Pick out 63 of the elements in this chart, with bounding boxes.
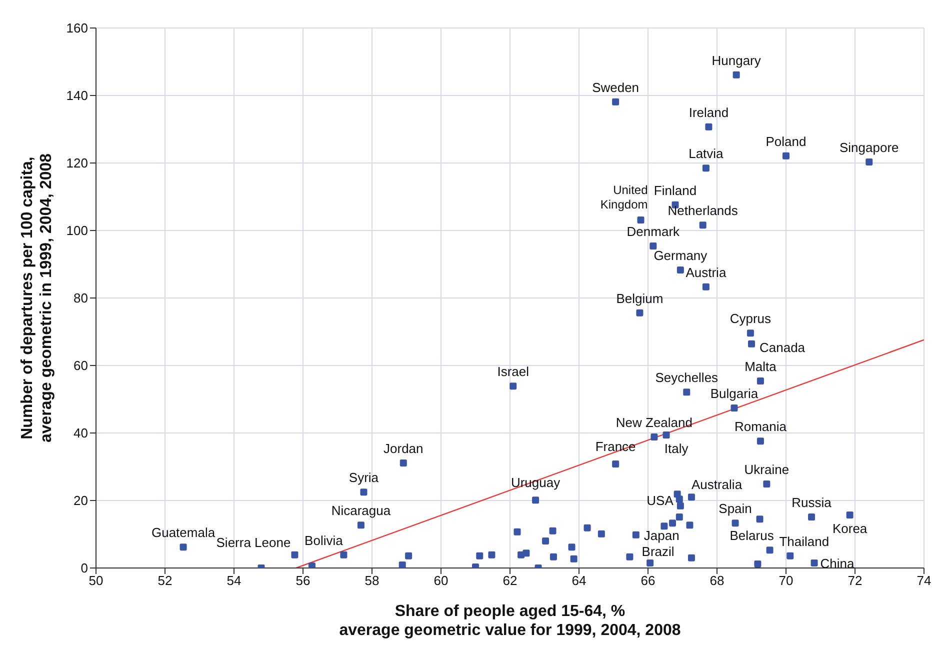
annotation: Italy xyxy=(664,441,689,456)
annotation: Seychelles xyxy=(655,370,719,386)
annotation: Belarus xyxy=(730,528,774,544)
annotation: Austria xyxy=(686,264,727,280)
annotation: Nicaragua xyxy=(331,503,392,518)
annotation: Belgium xyxy=(616,290,664,306)
y-tick-label: 160 xyxy=(66,20,88,36)
x-tick-label: 52 xyxy=(158,573,172,588)
annotation: Singapore xyxy=(840,140,899,155)
x-tick-label: 56 xyxy=(296,573,310,588)
annotation: Cyprus xyxy=(730,311,772,326)
x-tick-label: 74 xyxy=(916,573,932,588)
y-tick-label: 0 xyxy=(80,560,88,576)
annotation: Russia xyxy=(792,495,832,510)
x-tick-label: 72 xyxy=(848,573,862,588)
x-tick-label: 60 xyxy=(434,573,448,588)
y-tick-label: 140 xyxy=(66,88,88,104)
x-axis-title: Share of people aged 15-64, % average geometric value for 1999, 2004, 2008 xyxy=(339,603,681,640)
annotation: Ireland xyxy=(688,104,729,120)
annotation: Bulgaria xyxy=(710,386,759,402)
annotation: Korea xyxy=(832,521,868,536)
annotation: Netherlands xyxy=(668,203,738,218)
annotation: Latvia xyxy=(688,146,724,162)
y-tick-label: 60 xyxy=(74,358,88,374)
annotation: Bolivia xyxy=(304,532,344,548)
annotation: Malta xyxy=(744,359,778,374)
annotation: Japan xyxy=(644,528,680,543)
annotation: Sweden xyxy=(592,80,640,95)
annotation: Romania xyxy=(734,419,788,434)
x-tick-label: 62 xyxy=(502,573,518,588)
y-tick-label: 100 xyxy=(66,223,88,238)
x-tick-label: 54 xyxy=(226,573,242,588)
annotation: Denmark xyxy=(626,224,680,240)
x-tick-label: 66 xyxy=(640,573,656,588)
annotation: Thailand xyxy=(779,534,830,549)
y-tick-label: 80 xyxy=(74,290,88,306)
x-tick-label: 58 xyxy=(364,573,380,588)
annotation: Ukraine xyxy=(744,462,790,477)
y-tick-label: 40 xyxy=(74,426,88,441)
x-tick-label: 50 xyxy=(88,573,104,588)
annotation: USA xyxy=(646,493,674,508)
annotation: Spain xyxy=(718,501,752,516)
y-tick-label: 120 xyxy=(66,156,88,171)
annotation: Syria xyxy=(348,470,380,486)
x-tick-label: 64 xyxy=(572,573,586,588)
annotation: Hungary xyxy=(712,52,762,68)
annotation: Canada xyxy=(760,340,806,355)
annotation: China xyxy=(820,556,856,571)
annotation: Israel xyxy=(497,364,530,380)
annotation: Finland xyxy=(654,182,697,198)
annotation: United Kingdom xyxy=(600,183,648,212)
annotation: Australia xyxy=(691,477,743,492)
annotation: Germany xyxy=(654,248,708,263)
annotation: New Zealand xyxy=(616,415,693,430)
annotation: Guatemala xyxy=(151,525,216,540)
annotation: Brazil xyxy=(642,544,674,559)
x-tick-label: 70 xyxy=(778,573,794,588)
x-tick-label: 68 xyxy=(710,573,724,588)
annotation: Sierra Leone xyxy=(216,534,291,550)
y-axis-title: Number of departures per 100 capita, average geometric in 1999, 2004, 2008 xyxy=(19,153,56,443)
annotation: Jordan xyxy=(384,441,424,456)
annotation: Poland xyxy=(766,134,806,149)
y-tick-label: 20 xyxy=(74,493,88,508)
